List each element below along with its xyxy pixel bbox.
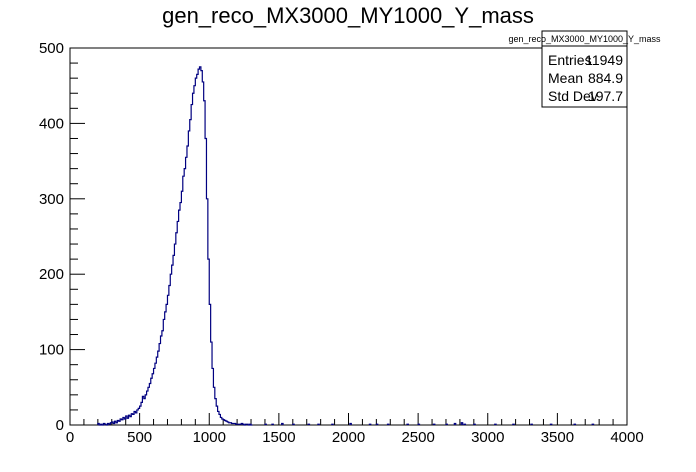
histogram-series	[97, 66, 253, 426]
y-tick-label: 0	[56, 417, 64, 434]
histogram-tail-bin	[591, 423, 595, 425]
histogram-tail-bin	[417, 423, 421, 425]
y-tick-label: 200	[39, 266, 64, 283]
x-tick-label: 3000	[471, 429, 504, 446]
x-tick-label: 500	[127, 429, 152, 446]
stats-value-std-dev: 197.7	[588, 88, 623, 104]
histogram-tail-bin	[375, 423, 379, 425]
x-tick-label: 2000	[332, 429, 365, 446]
histogram-tail-bin	[317, 423, 320, 425]
histogram-tail-bin	[432, 423, 436, 425]
stats-box: gen_reco_MX3000_MY1000_Y_mass Entries 11…	[508, 30, 661, 108]
histogram-tail-bin	[281, 422, 284, 425]
histogram-tail-bin	[271, 423, 274, 425]
y-tick-label: 300	[39, 191, 64, 208]
histogram-tail-bin	[549, 423, 553, 425]
histogram-tail-bin	[530, 423, 533, 425]
histogram-tail-bin	[463, 423, 467, 425]
stats-title: gen_reco_MX3000_MY1000_Y_mass	[508, 34, 661, 44]
histogram-tail-bin	[349, 422, 352, 425]
histogram-tail-bin	[445, 423, 448, 425]
histogram-tail-bin	[453, 422, 457, 425]
x-tick-label: 3500	[541, 429, 574, 446]
stats-label-mean: Mean	[548, 70, 583, 86]
x-tick-label: 1500	[262, 429, 295, 446]
x-tick-label: 4000	[610, 429, 643, 446]
stats-label-entries: Entries	[548, 52, 592, 68]
histogram-bins	[97, 66, 595, 426]
histogram-tail-bin	[460, 422, 464, 425]
y-tick-label: 400	[39, 115, 64, 132]
chart-title: gen_reco_MX3000_MY1000_Y_mass	[162, 3, 534, 28]
y-tick-label: 500	[39, 40, 64, 57]
histogram-tail-bin	[494, 423, 497, 425]
histogram-tail-bin	[406, 423, 409, 425]
histogram-tail-bin	[264, 423, 267, 425]
x-tick-label: 1000	[193, 429, 226, 446]
x-axis: 0 500 1000 1500 2000 2500 3000 3500 4000	[66, 413, 644, 446]
stats-value-mean: 884.9	[588, 70, 623, 86]
histogram-tail-bin	[573, 423, 577, 425]
histogram-tail-bin	[292, 423, 295, 425]
stats-value-entries: 11949	[585, 52, 623, 68]
histogram-tail-bin	[512, 423, 515, 425]
x-tick-label: 2500	[401, 429, 434, 446]
y-axis: 0 100 200 300 400 500	[39, 40, 85, 434]
histogram-tail-bin	[331, 423, 334, 425]
histogram-tail-bin	[307, 423, 311, 425]
x-tick-label: 0	[66, 429, 74, 446]
histogram-tail-bin	[368, 423, 372, 425]
histogram-tail-bin	[473, 423, 476, 425]
stats-label-std-dev: Std Dev	[548, 88, 598, 104]
y-tick-label: 100	[39, 342, 64, 359]
histogram-tail-bin	[386, 423, 390, 425]
